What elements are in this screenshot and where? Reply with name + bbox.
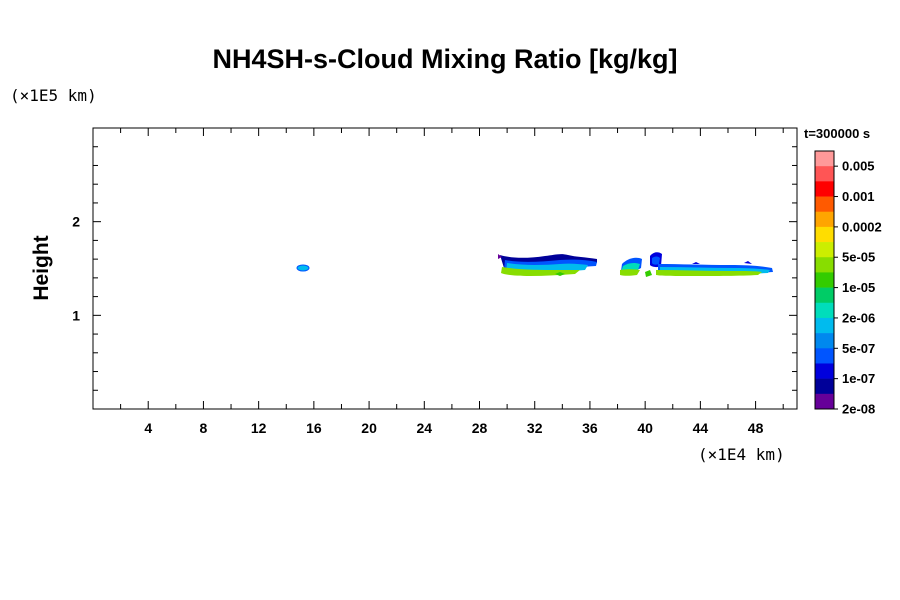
cloud-band-b (620, 252, 773, 277)
colorbar: 0.005 0.001 0.0002 5e-05 1e-05 2e-06 5e-07 1e-0… (814, 150, 882, 417)
colorbar-swatch (815, 363, 834, 379)
x-tick-label: 16 (306, 420, 322, 436)
cloud-band-a (498, 254, 597, 276)
colorbar-swatch (815, 317, 834, 334)
y-axis-unit: (×1E5 km) (10, 86, 97, 105)
x-tick-label: 36 (582, 420, 598, 436)
time-label: t=300000 s (804, 126, 871, 141)
colorbar-label: 5e-05 (842, 250, 875, 265)
colorbar-swatch (815, 302, 834, 319)
colorbar-swatch (815, 181, 834, 197)
x-tick-label: 28 (472, 420, 488, 436)
colorbar-swatch (815, 242, 834, 258)
colorbar-label: 5e-07 (842, 341, 875, 356)
x-tick-label: 12 (251, 420, 267, 436)
x-tick-label: 20 (361, 420, 377, 436)
colorbar-swatch (815, 287, 834, 304)
cloud-field (296, 252, 773, 277)
colorbar-swatch (815, 333, 834, 349)
x-tick-label: 44 (693, 420, 709, 436)
colorbar-label: 1e-05 (842, 280, 875, 295)
colorbar-swatch (815, 226, 834, 243)
y-tick-label: 2 (72, 214, 80, 230)
x-tick-label: 8 (200, 420, 208, 436)
x-axis-unit: (×1E4 km) (698, 445, 785, 464)
colorbar-label: 2e-06 (842, 310, 875, 325)
chart-title: NH4SH-s-Cloud Mixing Ratio [kg/kg] (212, 44, 678, 74)
colorbar-label: 0.0002 (842, 219, 882, 234)
colorbar-label: 1e-07 (842, 371, 875, 386)
colorbar-label: 2e-08 (842, 402, 875, 417)
colorbar-swatch (815, 196, 834, 213)
colorbar-swatch (815, 378, 834, 395)
colorbar-frame (814, 150, 835, 410)
plot-frame (92, 127, 798, 410)
x-tick-label: 32 (527, 420, 543, 436)
colorbar-swatch (815, 166, 834, 182)
cloud-small (296, 264, 310, 272)
colorbar-swatch (815, 257, 834, 273)
colorbar-swatch (815, 393, 834, 410)
colorbar-swatch (815, 211, 834, 228)
colorbar-swatch (815, 348, 834, 364)
x-tick-label: 48 (748, 420, 764, 436)
colorbar-label: 0.005 (842, 159, 875, 174)
colorbar-label: 0.001 (842, 189, 875, 204)
colorbar-swatch (815, 151, 834, 167)
y-tick-label: 1 (72, 307, 80, 323)
x-tick-label: 24 (417, 420, 433, 436)
colorbar-swatch (815, 272, 834, 288)
x-tick-label: 4 (144, 420, 152, 436)
x-tick-label: 40 (637, 420, 653, 436)
